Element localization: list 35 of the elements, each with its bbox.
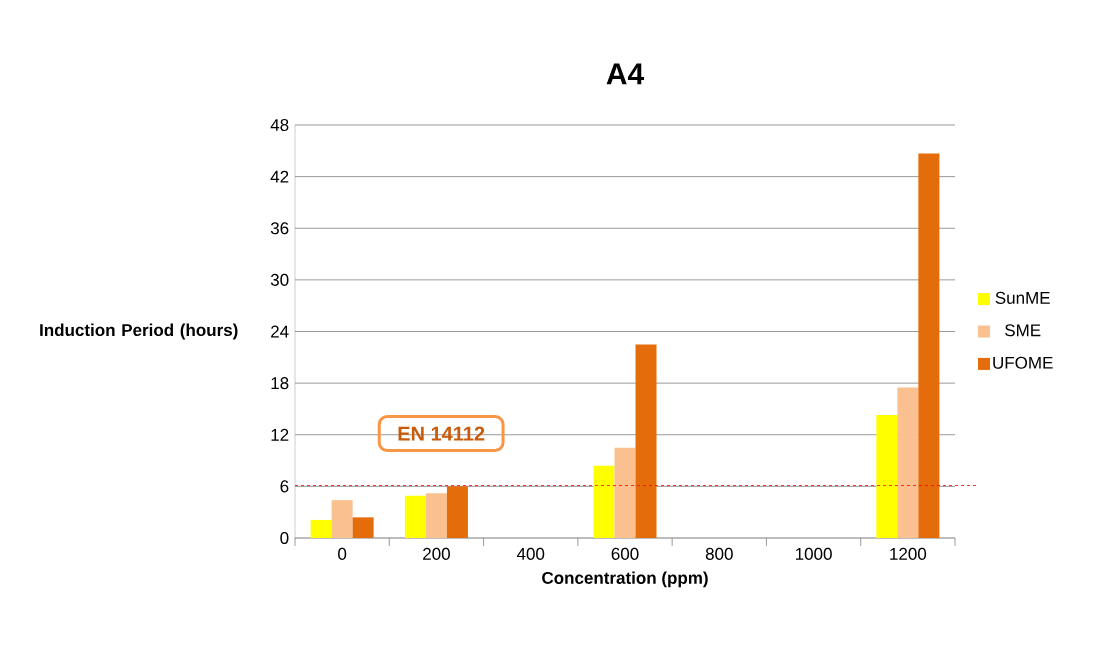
legend-label: SunME <box>995 291 1050 304</box>
bar <box>614 447 636 538</box>
x-tick-label: 200 <box>423 547 450 560</box>
legend-label: UFOME <box>993 356 1053 369</box>
bar <box>593 465 615 538</box>
x-tick-label: 800 <box>705 547 733 560</box>
y-tick-label: 30 <box>270 273 289 286</box>
x-tick-label: 1200 <box>890 547 927 560</box>
x-tick-label: 1000 <box>795 547 832 560</box>
x-tick-label: 600 <box>611 547 639 560</box>
bar <box>635 344 657 538</box>
y-tick-label: 6 <box>280 480 289 493</box>
bar <box>876 414 898 538</box>
chart-title: A4 <box>606 63 645 85</box>
y-tick-label: 12 <box>271 428 289 441</box>
legend-label: SME <box>1005 324 1041 337</box>
bar <box>352 517 374 538</box>
y-tick-label: 0 <box>280 531 289 545</box>
x-tick-label: 0 <box>338 547 347 560</box>
bar <box>331 500 353 538</box>
bar <box>404 495 426 538</box>
bar <box>918 153 940 538</box>
bar <box>446 486 468 538</box>
ref-line-label: EN 14112 <box>398 426 485 441</box>
y-tick-label: 36 <box>270 222 289 235</box>
y-axis-title: Induction Period (hours) <box>40 323 238 340</box>
y-tick-label: 24 <box>271 325 289 338</box>
bar <box>310 519 332 538</box>
bar <box>425 493 447 538</box>
y-tick-label: 42 <box>270 170 289 183</box>
y-tick-label: 18 <box>271 377 289 390</box>
x-axis-title: Concentration (ppm) <box>542 571 708 588</box>
x-tick-label: 400 <box>516 547 545 560</box>
y-tick-label: 48 <box>270 118 289 132</box>
bar <box>897 387 919 538</box>
